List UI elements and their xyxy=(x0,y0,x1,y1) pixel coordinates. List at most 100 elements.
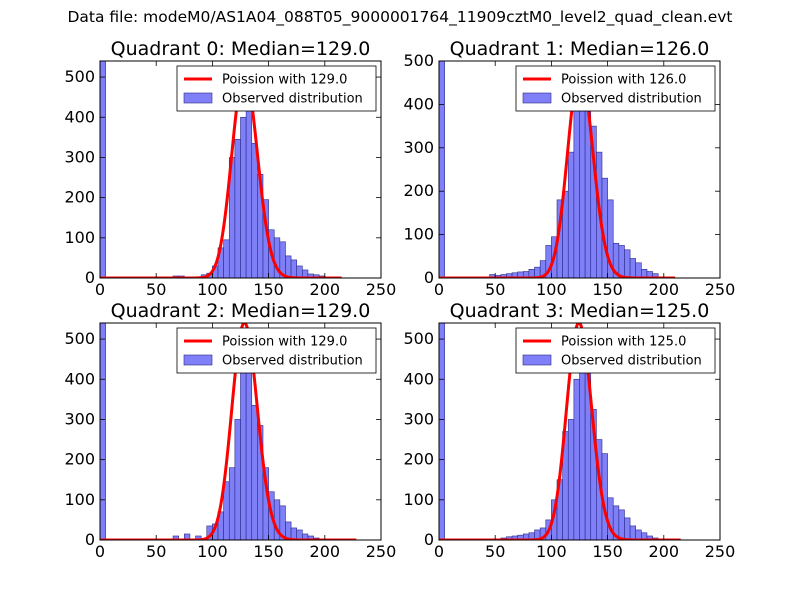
x-tick-label: 100 xyxy=(197,280,228,299)
histogram-bar xyxy=(573,104,580,278)
x-tick-label: 0 xyxy=(434,542,444,561)
y-tick-label: 300 xyxy=(403,138,434,157)
histogram-bar xyxy=(184,533,191,540)
histogram-bar xyxy=(234,419,241,540)
legend-label-poisson: Poission with 125.0 xyxy=(561,335,686,350)
subplot-quadrant-3: 0 50 100 150 200 250 0 100 200 300 400 500 Quadrant … xyxy=(403,300,735,561)
y-tick-label: 0 xyxy=(85,268,95,287)
legend-bar-swatch xyxy=(522,92,552,104)
x-tick-label: 250 xyxy=(705,542,736,561)
y-tick-label: 400 xyxy=(403,94,434,113)
histogram-bar xyxy=(618,245,625,278)
histogram-bar xyxy=(296,265,303,278)
subplot-title: Quadrant 1: Median=126.0 xyxy=(450,38,710,60)
x-tick-label: 50 xyxy=(146,542,166,561)
x-tick-label: 250 xyxy=(366,542,397,561)
y-tick-label: 400 xyxy=(64,369,95,388)
legend: Poission with 125.0 Observed distribution xyxy=(515,327,716,374)
histogram-bar xyxy=(172,535,179,540)
subplot-quadrant-1: 0 50 100 150 200 250 0 100 200 300 400 500 Quadrant … xyxy=(403,38,735,299)
histogram-bar xyxy=(100,61,106,278)
histogram-bar xyxy=(624,517,631,540)
axes-frame xyxy=(99,60,382,279)
histogram-bar xyxy=(223,239,230,278)
x-tick-label: 150 xyxy=(592,542,623,561)
legend-label-poisson: Poission with 129.0 xyxy=(222,73,347,88)
legend-bar-swatch xyxy=(183,354,213,366)
x-tick-label: 100 xyxy=(536,542,567,561)
histogram-bar xyxy=(607,199,614,278)
legend-label-poisson: Poission with 129.0 xyxy=(222,335,347,350)
y-tick-label: 300 xyxy=(403,409,434,428)
x-tick-label: 200 xyxy=(649,280,680,299)
x-tick-label: 200 xyxy=(310,542,341,561)
histogram-bar xyxy=(573,378,580,540)
legend: Poission with 129.0 Observed distribution xyxy=(176,65,377,112)
histogram-bar xyxy=(652,273,659,278)
y-tick-label: 500 xyxy=(64,67,95,86)
histogram-bar xyxy=(228,467,236,540)
histogram-bar xyxy=(245,108,253,278)
x-tick-label: 200 xyxy=(649,542,680,561)
y-tick-label: 400 xyxy=(64,107,95,126)
x-tick-label: 150 xyxy=(592,280,623,299)
histogram-bar xyxy=(567,419,575,540)
x-tick-label: 250 xyxy=(705,280,736,299)
histogram-bar xyxy=(285,255,292,278)
histogram-bar xyxy=(195,535,202,540)
subplot-title: Quadrant 3: Median=125.0 xyxy=(450,300,710,322)
axes-frame xyxy=(438,60,721,279)
x-tick-label: 200 xyxy=(310,280,341,299)
y-tick-label: 100 xyxy=(64,228,95,247)
histogram-bar xyxy=(251,143,258,278)
y-tick-label: 500 xyxy=(403,51,434,70)
figure-suptitle: Data file: modeM0/AS1A04_088T05_90000017… xyxy=(67,8,733,26)
legend: Poission with 126.0 Observed distribution xyxy=(515,65,716,112)
y-tick-label: 200 xyxy=(403,450,434,469)
histogram-bar xyxy=(290,259,297,278)
y-tick-label: 100 xyxy=(64,490,95,509)
subplot-title: Quadrant 0: Median=129.0 xyxy=(111,38,371,60)
x-tick-label: 0 xyxy=(434,280,444,299)
y-tick-label: 200 xyxy=(64,188,95,207)
x-tick-label: 100 xyxy=(536,280,567,299)
legend-box xyxy=(176,327,377,374)
y-tick-label: 100 xyxy=(403,225,434,244)
x-tick-label: 50 xyxy=(485,542,505,561)
subplot-quadrant-0: 0 50 100 150 200 250 0 100 200 300 400 500 Quadrant … xyxy=(64,38,396,299)
y-tick-label: 300 xyxy=(64,409,95,428)
x-tick-label: 250 xyxy=(366,280,397,299)
histogram-bar xyxy=(439,323,445,540)
y-tick-label: 0 xyxy=(424,530,434,549)
y-tick-label: 200 xyxy=(403,181,434,200)
legend-label-observed: Observed distribution xyxy=(561,92,702,107)
histogram-bar xyxy=(234,139,241,278)
legend-box xyxy=(515,327,716,374)
histogram-bar xyxy=(251,405,258,540)
y-tick-label: 100 xyxy=(403,490,434,509)
y-tick-label: 500 xyxy=(64,329,95,348)
histogram-bar xyxy=(629,525,637,540)
histogram-bar xyxy=(624,249,631,278)
legend-bar-swatch xyxy=(522,354,552,366)
histogram-bar xyxy=(100,323,106,540)
legend-label-observed: Observed distribution xyxy=(222,92,363,107)
subplot-title: Quadrant 2: Median=129.0 xyxy=(111,300,371,322)
subplot-quadrant-2: 0 50 100 150 200 250 0 100 200 300 400 500 Quadrant … xyxy=(64,300,396,561)
axes-frame xyxy=(438,322,721,541)
histogram-bar xyxy=(629,258,637,278)
x-tick-label: 0 xyxy=(95,280,105,299)
legend-label-observed: Observed distribution xyxy=(222,354,363,369)
legend-label-poisson: Poission with 126.0 xyxy=(561,73,686,88)
x-tick-label: 50 xyxy=(146,280,166,299)
y-tick-label: 300 xyxy=(64,147,95,166)
y-tick-label: 200 xyxy=(64,450,95,469)
x-tick-label: 100 xyxy=(197,542,228,561)
legend-box xyxy=(176,65,377,112)
legend-label-observed: Observed distribution xyxy=(561,354,702,369)
legend-box xyxy=(515,65,716,112)
y-tick-label: 0 xyxy=(424,268,434,287)
histogram-bar xyxy=(567,151,575,278)
histogram-bar xyxy=(240,116,247,278)
